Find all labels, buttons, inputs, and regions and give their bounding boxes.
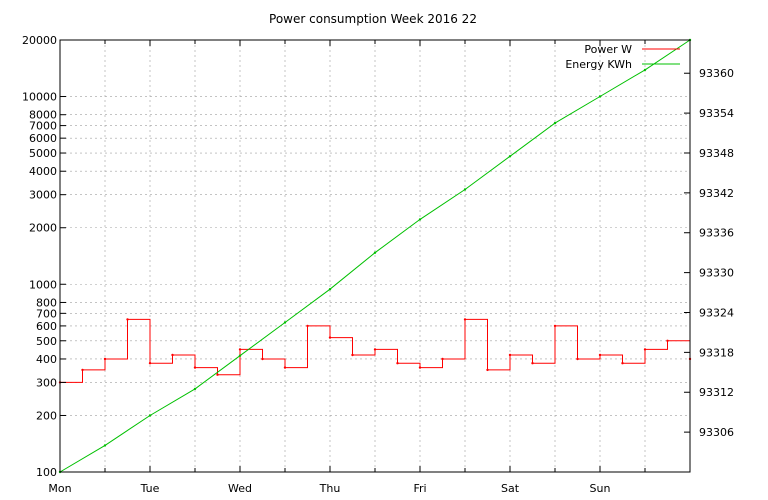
data-point-energy [508, 155, 512, 158]
data-point-power [351, 353, 354, 357]
data-point-power [373, 348, 377, 351]
data-point-power [283, 366, 287, 369]
y-left-tick-label: 20000 [22, 34, 57, 47]
series-layer [58, 38, 692, 474]
data-point-energy [598, 95, 602, 98]
y-right-tick-label: 93306 [699, 426, 734, 439]
y-left-tick-label: 3000 [29, 189, 57, 202]
y-right-tick-label: 93324 [699, 306, 734, 319]
chart-title: Power consumption Week 2016 22 [269, 12, 477, 26]
y-right-tick-label: 93354 [699, 107, 734, 120]
data-point-power [643, 348, 647, 351]
data-point-energy [238, 354, 242, 357]
y-left-tick-label: 100 [36, 466, 57, 479]
data-point-power [576, 357, 579, 361]
legend-label-power: Power W [584, 43, 632, 56]
data-point-power [81, 368, 84, 372]
data-point-energy [418, 218, 422, 221]
y-right-tick-label: 93360 [699, 67, 734, 80]
y-left-tick-label: 4000 [29, 165, 57, 178]
data-point-power [486, 368, 489, 372]
data-point-power [396, 362, 399, 365]
data-point-power [508, 353, 512, 357]
y-left-tick-label: 200 [36, 409, 57, 422]
data-point-energy [148, 414, 152, 417]
x-tick-label: Sat [501, 482, 520, 495]
data-point-power [463, 318, 467, 321]
y-right-tick-label: 93336 [699, 227, 734, 240]
x-tick-label: Sun [590, 482, 611, 495]
legend: Power W Energy KWh [565, 43, 680, 71]
legend-label-energy: Energy KWh [565, 58, 632, 71]
data-point-power [328, 336, 332, 339]
y-left-tick-label: 6000 [29, 132, 57, 145]
data-point-energy [373, 251, 377, 254]
data-point-power [553, 324, 557, 328]
data-point-energy [328, 288, 332, 291]
y-left-tick-label: 800 [36, 296, 57, 309]
data-point-power [238, 348, 242, 351]
x-tick-label: Fri [413, 482, 426, 495]
data-point-power [171, 353, 174, 357]
data-point-power [598, 353, 602, 357]
y-left-tick-label: 300 [36, 376, 57, 389]
y-left-tick-label: 700 [36, 307, 57, 320]
y-left-tick-label: 400 [36, 353, 57, 366]
data-point-power [148, 362, 152, 365]
data-point-energy [193, 387, 197, 391]
data-point-power [666, 339, 669, 342]
y-left-tick-label: 600 [36, 320, 57, 333]
data-point-power [261, 357, 264, 361]
data-point-energy [463, 188, 467, 191]
data-point-energy [103, 444, 107, 447]
x-tick-label: Tue [140, 482, 160, 495]
data-point-power [306, 324, 309, 328]
y-left-tick-label: 7000 [29, 120, 57, 133]
y-right-tick-label: 93342 [699, 187, 734, 200]
data-point-power [216, 373, 219, 376]
data-point-power [103, 357, 107, 361]
y-left-tick-label: 5000 [29, 147, 57, 160]
x-tick-label: Wed [228, 482, 252, 495]
y-left-tick-label: 10000 [22, 91, 57, 104]
data-point-power [621, 362, 624, 365]
y-left-tick-label: 8000 [29, 109, 57, 122]
y-right-tick-label: 93330 [699, 267, 734, 280]
data-point-energy [553, 121, 557, 125]
data-point-energy [283, 321, 287, 324]
data-point-power [418, 366, 422, 369]
data-point-energy [643, 68, 647, 72]
y-right-tick-label: 93312 [699, 386, 734, 399]
y-left-tick-label: 1000 [29, 278, 57, 291]
plot-frame [59, 39, 691, 473]
x-tick-label: Mon [48, 482, 71, 495]
y-right-tick-label: 93318 [699, 346, 734, 359]
data-point-power [441, 357, 444, 361]
y-left-tick-label: 500 [36, 335, 57, 348]
data-point-power [126, 318, 129, 321]
y-left-tick-label: 2000 [29, 222, 57, 235]
series-line-power [60, 318, 691, 383]
grid-layer [60, 40, 690, 472]
x-tick-label: Thu [319, 482, 341, 495]
data-point-power [531, 362, 534, 365]
y-right-tick-label: 93348 [699, 147, 734, 160]
data-point-power [193, 366, 197, 369]
